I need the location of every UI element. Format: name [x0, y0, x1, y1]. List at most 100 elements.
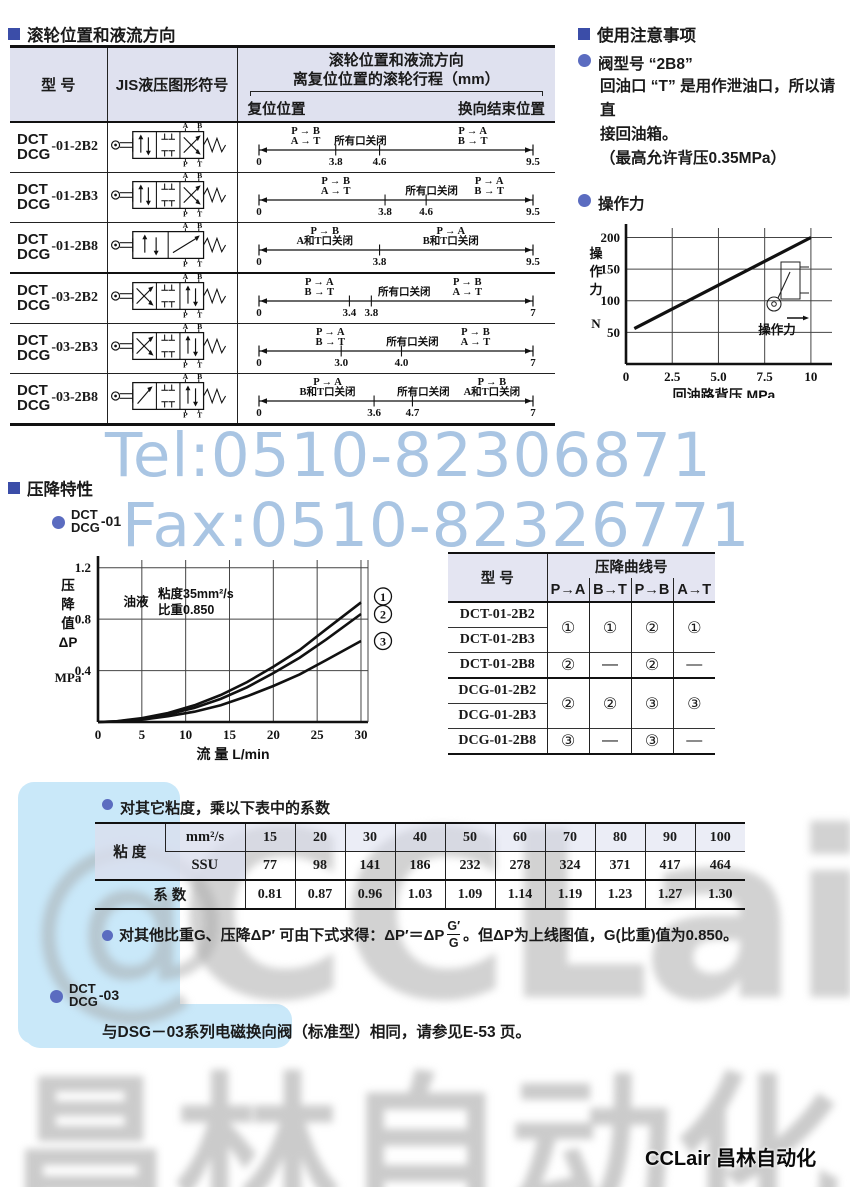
- blue-highlight-patch-2: [24, 1004, 292, 1048]
- svg-text:P: P: [183, 159, 188, 166]
- footer-brand: CCLair 昌林自动化: [645, 1148, 817, 1170]
- dcg03-text: 与DSG－03系列电磁换向阀（标准型）相同，请参见E-53 页。: [102, 1024, 531, 1041]
- roller-table-grid: 型 号 JIS液压图形符号 滚轮位置和液流方向 离复位位置的滚轮行程（mm） 复位位置换…: [10, 45, 555, 426]
- svg-text:100: 100: [601, 293, 621, 308]
- svg-text:P → B: P → B: [461, 327, 490, 338]
- viscosity-cell: 1.23: [594, 879, 645, 909]
- svg-text:T: T: [197, 259, 202, 266]
- svg-text:7.5: 7.5: [757, 369, 774, 384]
- viscosity-cell: 粘 度: [95, 823, 165, 880]
- svg-text:T: T: [197, 360, 202, 367]
- svg-text:P → A: P → A: [459, 126, 488, 137]
- svg-text:B: B: [197, 223, 202, 230]
- pd-title: 压降特性: [27, 481, 93, 499]
- svg-text:9.5: 9.5: [526, 156, 540, 167]
- svg-text:0: 0: [257, 206, 263, 217]
- svg-text:N: N: [591, 316, 601, 331]
- viscosity-cell: 1.09: [444, 879, 495, 909]
- pd-model-label: DCT DCG -01: [52, 508, 121, 535]
- svg-text:A: A: [183, 173, 189, 180]
- svg-text:A: A: [183, 274, 189, 281]
- svg-text:P → B: P → B: [311, 226, 340, 237]
- jis-valve-symbol: A B P T: [110, 374, 227, 419]
- svg-text:值: 值: [61, 615, 75, 631]
- viscosity-cell: 417: [644, 851, 695, 880]
- visc-note: 对其它粘度，乘以下表中的系数: [102, 797, 330, 818]
- viscosity-cell: SSU: [165, 851, 245, 880]
- svg-text:3.0: 3.0: [335, 357, 349, 368]
- curve-number-cell: ②: [588, 677, 631, 729]
- svg-text:4.7: 4.7: [406, 407, 420, 418]
- symbol-cell: A B P T: [106, 120, 237, 172]
- section-square-icon: [8, 482, 20, 494]
- model-cell: DCT DCG -03-2B2: [10, 271, 107, 323]
- force-title: 操作力: [598, 196, 645, 213]
- viscosity-cell: 1.14: [494, 879, 545, 909]
- svg-text:25: 25: [311, 727, 325, 742]
- svg-text:2: 2: [380, 608, 386, 622]
- viscosity-cell: 90: [644, 823, 695, 852]
- svg-text:10: 10: [804, 369, 817, 384]
- curve-number-cell: ③: [630, 728, 673, 754]
- svg-text:0.4: 0.4: [75, 663, 92, 678]
- symbol-cell: A B P T: [106, 221, 237, 273]
- svg-text:7: 7: [531, 407, 537, 418]
- svg-text:3.8: 3.8: [378, 206, 392, 217]
- svg-text:A → T: A → T: [291, 136, 321, 147]
- svg-text:B和T口关闭: B和T口关闭: [300, 385, 356, 398]
- curve-number-cell: —: [672, 728, 715, 754]
- viscosity-cell: 100: [694, 823, 745, 852]
- svg-text:所有口关闭: 所有口关闭: [378, 285, 431, 298]
- flow-direction-header: P→B: [630, 578, 673, 602]
- svg-text:7: 7: [531, 357, 537, 368]
- usage-notes-title: 使用注意事项: [597, 27, 696, 45]
- model-bottom: DCG: [71, 520, 100, 536]
- svg-text:B: B: [197, 374, 202, 381]
- curve-number-cell: ③: [630, 677, 673, 729]
- curve-number-cell: ②: [546, 652, 589, 678]
- svg-text:4.0: 4.0: [395, 357, 409, 368]
- fraction-bottom: G: [448, 935, 459, 950]
- svg-text:P → A: P → A: [475, 176, 504, 187]
- table-row: DCT DCG -01-2B8 A B P T 0 3.8 9.5 P → B A和T口关闭 P → A…: [10, 221, 555, 273]
- svg-text:P: P: [183, 310, 188, 317]
- table-header-cell: 离复位位置的滚轮行程（mm）: [236, 70, 555, 97]
- viscosity-cell: 1.27: [644, 879, 695, 909]
- svg-text:作: 作: [589, 264, 602, 279]
- viscosity-cell: 186: [394, 851, 445, 880]
- jis-valve-symbol: A B P T: [110, 173, 227, 218]
- model-cell: DCG-01-2B8: [448, 728, 547, 754]
- model-cell: DCT-01-2B2: [448, 601, 547, 628]
- curve-number-cell: —: [672, 652, 715, 678]
- svg-text:A → T: A → T: [461, 337, 491, 348]
- svg-text:2.5: 2.5: [664, 369, 681, 384]
- bullet-icon: [52, 515, 65, 529]
- model-cell: DCT-01-2B8: [448, 652, 547, 678]
- watermark-fax: Fax:0510-82326771: [122, 490, 751, 561]
- section-square-icon: [578, 28, 590, 40]
- svg-text:150: 150: [601, 262, 621, 277]
- svg-text:0: 0: [95, 727, 102, 742]
- viscosity-cell: 60: [494, 823, 545, 852]
- model-cell: DCT DCG -01-2B8: [10, 221, 107, 273]
- viscosity-cell: 232: [444, 851, 495, 880]
- viscosity-cell: 20: [294, 823, 345, 852]
- symbol-cell: A B P T: [106, 322, 237, 373]
- curve-table-row: DCG-01-2B8 ③ — ③ —: [448, 728, 715, 754]
- svg-text:P: P: [183, 360, 188, 367]
- svg-text:T: T: [197, 310, 202, 317]
- model-cell: DCT-01-2B3: [448, 627, 547, 653]
- bullet-icon: [578, 194, 591, 207]
- viscosity-cell: 0.81: [244, 879, 295, 909]
- svg-text:200: 200: [601, 230, 621, 245]
- svg-text:A: A: [183, 223, 189, 230]
- viscosity-cell: 77: [244, 851, 295, 880]
- svg-text:0: 0: [623, 369, 630, 384]
- viscosity-cell: 30: [344, 823, 395, 852]
